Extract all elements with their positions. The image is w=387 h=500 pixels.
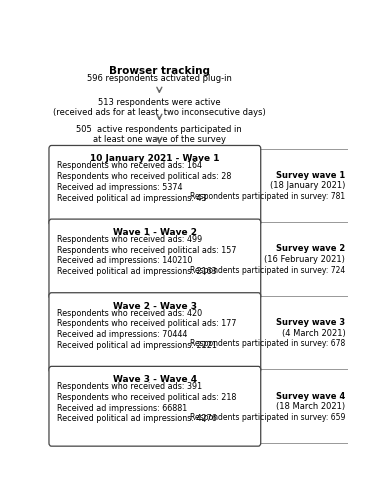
Text: Respondents who received political ads: 177: Respondents who received political ads: … bbox=[57, 320, 237, 328]
Text: Respondents who received ads: 420: Respondents who received ads: 420 bbox=[57, 308, 202, 318]
Text: 505  active respondents participated in
at least one wave of the survey: 505 active respondents participated in a… bbox=[77, 124, 242, 144]
Text: Respondents participated in survey: 659: Respondents participated in survey: 659 bbox=[190, 413, 345, 422]
Text: (16 February 2021): (16 February 2021) bbox=[264, 255, 345, 264]
Text: 10 January 2021 - Wave 1: 10 January 2021 - Wave 1 bbox=[90, 154, 219, 164]
Text: Received ad impressions: 66881: Received ad impressions: 66881 bbox=[57, 404, 188, 412]
Text: 596 respondents activated plug-in: 596 respondents activated plug-in bbox=[87, 74, 232, 83]
FancyBboxPatch shape bbox=[49, 146, 261, 226]
Text: Browser tracking: Browser tracking bbox=[109, 66, 210, 76]
Text: Respondents participated in survey: 678: Respondents participated in survey: 678 bbox=[190, 340, 345, 348]
Text: (18 March 2021): (18 March 2021) bbox=[276, 402, 345, 411]
Text: Survey wave 2: Survey wave 2 bbox=[276, 244, 345, 254]
Text: Survey wave 3: Survey wave 3 bbox=[276, 318, 345, 327]
Text: Survey wave 1: Survey wave 1 bbox=[276, 170, 345, 179]
Text: Received ad impressions: 70444: Received ad impressions: 70444 bbox=[57, 330, 188, 339]
Text: Received political ad impressions: 2163: Received political ad impressions: 2163 bbox=[57, 267, 217, 276]
Text: (4 March 2021): (4 March 2021) bbox=[282, 328, 345, 338]
Text: Respondents who received ads: 164: Respondents who received ads: 164 bbox=[57, 162, 202, 170]
Text: Respondents participated in survey: 724: Respondents participated in survey: 724 bbox=[190, 266, 345, 275]
Text: Received ad impressions: 140210: Received ad impressions: 140210 bbox=[57, 256, 193, 266]
Text: Survey wave 4: Survey wave 4 bbox=[276, 392, 345, 400]
FancyBboxPatch shape bbox=[49, 366, 261, 446]
Text: Received political ad impressions: 43: Received political ad impressions: 43 bbox=[57, 194, 207, 202]
Text: Respondents who received political ads: 218: Respondents who received political ads: … bbox=[57, 393, 237, 402]
Text: Respondents who received ads: 499: Respondents who received ads: 499 bbox=[57, 235, 203, 244]
FancyBboxPatch shape bbox=[49, 219, 261, 299]
Text: 513 respondents were active
(received ads for at least  two inconsecutive days): 513 respondents were active (received ad… bbox=[53, 98, 266, 117]
Text: Respondents participated in survey: 781: Respondents participated in survey: 781 bbox=[190, 192, 345, 201]
Text: Respondents who received political ads: 157: Respondents who received political ads: … bbox=[57, 246, 237, 254]
Text: Wave 3 - Wave 4: Wave 3 - Wave 4 bbox=[113, 375, 197, 384]
Text: Received ad impressions: 5374: Received ad impressions: 5374 bbox=[57, 183, 183, 192]
FancyBboxPatch shape bbox=[49, 292, 261, 372]
Text: Respondents who received political ads: 28: Respondents who received political ads: … bbox=[57, 172, 232, 181]
Text: Wave 1 - Wave 2: Wave 1 - Wave 2 bbox=[113, 228, 197, 237]
Text: (18 January 2021): (18 January 2021) bbox=[270, 182, 345, 190]
Text: Respondents who received ads: 391: Respondents who received ads: 391 bbox=[57, 382, 202, 391]
Text: Received political ad impressions: 4276: Received political ad impressions: 4276 bbox=[57, 414, 217, 424]
Text: Received political ad impressions: 2221: Received political ad impressions: 2221 bbox=[57, 341, 217, 350]
Text: Wave 2 - Wave 3: Wave 2 - Wave 3 bbox=[113, 302, 197, 310]
